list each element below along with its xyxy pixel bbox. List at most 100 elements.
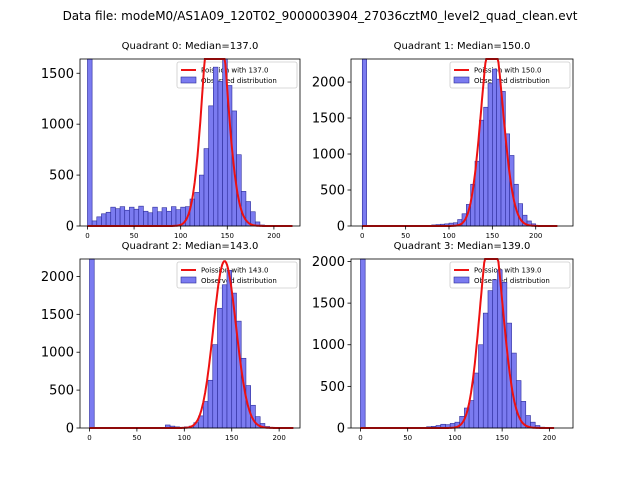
histogram-bar: [119, 206, 126, 227]
x-tick-label: 100: [174, 232, 187, 240]
y-tick-label: 2000: [41, 270, 74, 285]
x-tick-label: 50: [132, 434, 141, 442]
x-tick-label: 150: [221, 232, 234, 240]
histogram-bar: [492, 279, 498, 429]
y-tick-label: 500: [320, 184, 345, 199]
y-tick-label: 1000: [41, 346, 74, 361]
histogram-bar: [166, 210, 172, 227]
x-tick-label: 0: [360, 232, 364, 240]
plot-frame: [350, 58, 574, 227]
y-tick-label: 1500: [312, 297, 345, 312]
y-tick-label: 2000: [312, 255, 345, 270]
x-tick-label: 50: [403, 434, 412, 442]
x-tick-label: 200: [272, 434, 285, 442]
y-tick-label: 1000: [312, 338, 345, 353]
legend-bars-label: Observed distribution: [201, 77, 277, 85]
legend-curve-label: Poission with 150.0: [474, 67, 542, 75]
x-tick-label: 100: [442, 232, 455, 240]
x-tick-label: 100: [448, 434, 461, 442]
y-tick-label: 1000: [41, 118, 74, 133]
y-tick-label: 500: [49, 384, 74, 399]
histogram-bar: [360, 258, 366, 429]
histogram-bar: [221, 284, 228, 429]
legend-box: [176, 61, 298, 89]
histogram-bar: [208, 105, 214, 227]
y-tick-label: 1000: [312, 148, 345, 163]
legend-curve-label: Poission with 137.0: [201, 67, 269, 75]
legend-quadrant-1: Poission with 150.0 Observed distribution: [449, 61, 571, 89]
histogram-bar: [115, 208, 121, 227]
histogram-bar: [213, 66, 219, 227]
histogram-bar: [202, 401, 209, 429]
legend-curve-label: Poission with 143.0: [201, 267, 269, 275]
histogram-bar: [157, 211, 163, 227]
histogram-bar: [473, 372, 479, 429]
histogram-bar: [96, 216, 102, 227]
panel-quadrant-1: Quadrant 1: Median=150.0 Poission with 1…: [312, 41, 574, 240]
histogram-bar: [110, 206, 116, 227]
plot-frame: [79, 258, 301, 429]
legend-quadrant-2: Poission with 143.0 Observed distribution: [176, 261, 298, 289]
x-tick-label: 150: [495, 434, 508, 442]
histogram-bar: [487, 83, 493, 227]
histogram-bar: [496, 78, 502, 227]
y-tick-label: 2000: [312, 76, 345, 91]
histogram-bar: [152, 206, 158, 227]
x-tick-label: 150: [486, 232, 499, 240]
legend-box: [449, 61, 571, 89]
y-tick-label: 1500: [312, 112, 345, 127]
histogram-bar: [87, 58, 93, 227]
legend-bars-label: Observed distribution: [474, 277, 550, 285]
y-tick-label: 0: [337, 422, 345, 437]
x-tick-label: 0: [358, 434, 362, 442]
x-tick-label: 50: [401, 232, 410, 240]
x-tick-label: 0: [87, 434, 91, 442]
legend-bars-label: Observed distribution: [201, 277, 277, 285]
histogram-bar: [482, 312, 489, 429]
histogram-bar: [487, 290, 494, 429]
histogram-bar: [105, 211, 112, 227]
histogram-bar: [124, 209, 130, 227]
x-tick-label: 0: [85, 232, 89, 240]
histogram-bar: [483, 106, 489, 227]
panel-quadrant-0: Quadrant 0: Median=137.0 Poission with 1…: [41, 41, 301, 240]
x-tick-label: 150: [225, 434, 238, 442]
x-tick-label: 200: [529, 232, 542, 240]
plot-frame: [79, 58, 301, 227]
panel-title-quadrant-0: Quadrant 0: Median=137.0: [122, 41, 259, 52]
plot-frame: [350, 258, 574, 429]
panel-quadrant-2: Quadrant 2: Median=143.0 Poission with 1…: [41, 241, 301, 442]
panel-title-quadrant-1: Quadrant 1: Median=150.0: [394, 41, 531, 52]
histogram-bar: [194, 192, 200, 227]
histogram-bar: [133, 208, 140, 227]
figure-suptitle: Data file: modeM0/AS1A09_120T02_90000039…: [63, 9, 578, 23]
legend-bars-swatch: [180, 76, 197, 84]
histogram-bar: [226, 270, 233, 429]
histogram-bar: [129, 206, 135, 227]
x-tick-label: 50: [130, 232, 139, 240]
x-tick-label: 200: [267, 232, 280, 240]
histogram-bar: [478, 344, 484, 429]
histogram-bar: [492, 68, 497, 227]
legend-bars-label: Observed distribution: [474, 77, 550, 85]
y-tick-label: 500: [320, 380, 345, 395]
histogram-bar: [217, 307, 223, 429]
y-tick-label: 500: [49, 169, 74, 184]
histogram-bar: [217, 81, 223, 227]
legend-bars-swatch: [453, 276, 470, 284]
legend-bars-swatch: [453, 76, 470, 84]
histogram-bar: [89, 258, 95, 429]
y-tick-label: 1500: [41, 67, 74, 82]
x-tick-label: 100: [178, 434, 191, 442]
histogram-bar: [161, 207, 167, 227]
legend-bars-swatch: [180, 276, 197, 284]
histogram-bar: [212, 344, 218, 429]
y-tick-label: 0: [66, 422, 74, 437]
panel-quadrant-3: Quadrant 3: Median=139.0 Poission with 1…: [312, 241, 574, 442]
y-tick-label: 0: [66, 220, 74, 235]
y-tick-label: 0: [337, 220, 345, 235]
histogram-bar: [207, 379, 214, 429]
histogram-bar: [361, 58, 367, 227]
legend-box: [176, 261, 298, 289]
histogram-bar: [479, 119, 484, 227]
